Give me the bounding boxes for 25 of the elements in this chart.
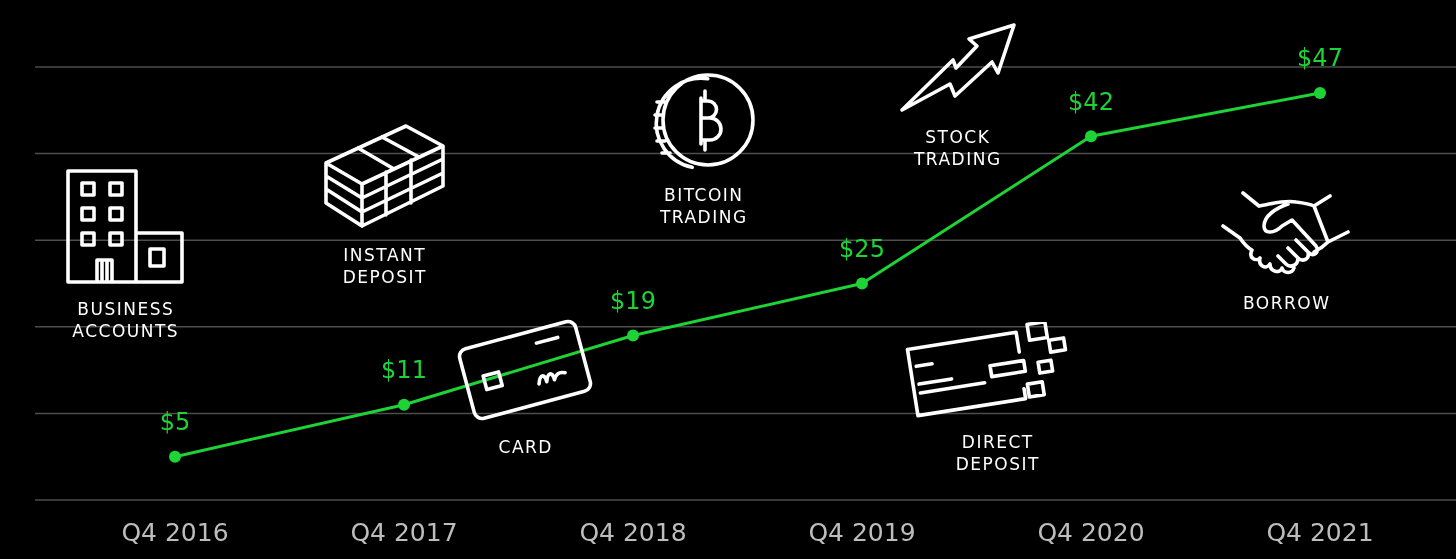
- annotation: STOCK TRADING: [912, 127, 1002, 170]
- annotation: INSTANT DEPOSIT: [342, 245, 427, 288]
- annotation: BORROW: [1242, 293, 1331, 314]
- x-tick-label: Q4 2017: [350, 517, 458, 547]
- annotation: CARD: [498, 437, 553, 458]
- x-tick-label: Q4 2018: [579, 517, 687, 547]
- point: [1085, 130, 1097, 143]
- data-label: $11: [381, 355, 427, 384]
- x-tick-label: Q4 2020: [1037, 517, 1145, 547]
- annotation: DIRECT DEPOSIT: [955, 432, 1040, 475]
- x-tick-label: Q4 2021: [1266, 517, 1374, 547]
- data-label: $42: [1068, 87, 1114, 116]
- data-label: $25: [839, 234, 885, 263]
- x-tick-label: Q4 2019: [808, 517, 916, 547]
- annotation: BUSINESS ACCOUNTS: [72, 299, 180, 342]
- data-label: $47: [1297, 44, 1343, 73]
- point: [169, 450, 181, 463]
- x-tick-label: Q4 2016: [121, 517, 229, 547]
- point: [627, 329, 639, 342]
- point: [398, 398, 410, 411]
- data-label: $5: [159, 407, 191, 436]
- annotation: BITCOIN TRADING: [658, 185, 748, 228]
- data-label: $19: [610, 286, 656, 315]
- point: [1314, 86, 1326, 99]
- point: [856, 277, 868, 290]
